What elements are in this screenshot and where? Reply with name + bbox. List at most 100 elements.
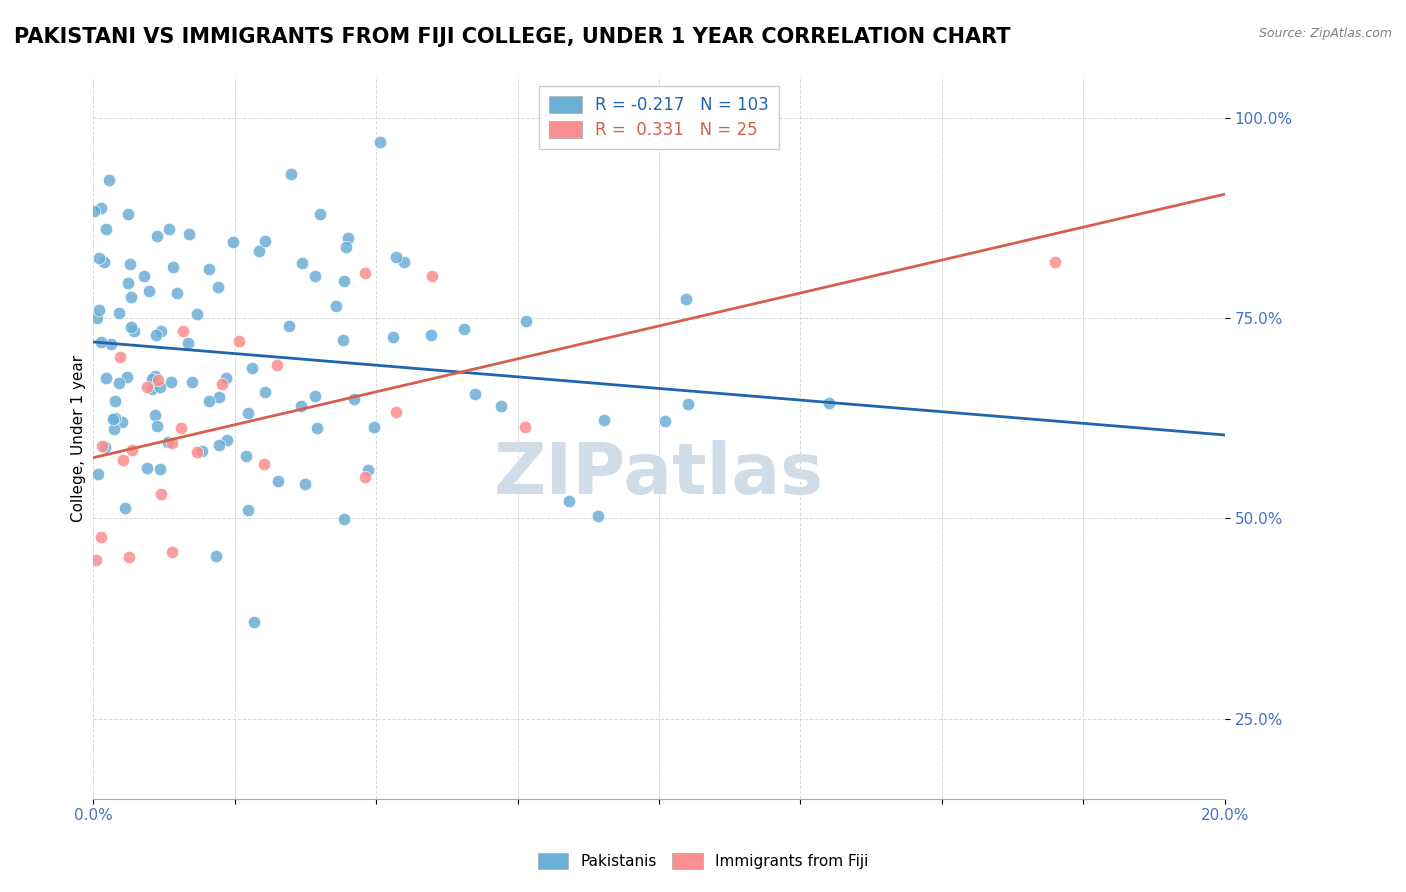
Point xyxy=(419,328,441,343)
Point xyxy=(235,450,257,464)
Point xyxy=(104,410,127,425)
Point xyxy=(93,440,115,454)
Point xyxy=(353,266,375,280)
Point xyxy=(143,408,166,422)
Point xyxy=(304,389,326,403)
Point xyxy=(190,443,212,458)
Point xyxy=(141,382,163,396)
Legend: Pakistanis, Immigrants from Fiji: Pakistanis, Immigrants from Fiji xyxy=(531,847,875,875)
Point xyxy=(228,334,250,348)
Point xyxy=(160,435,183,450)
Point xyxy=(266,475,288,489)
Point xyxy=(117,370,139,384)
Point xyxy=(117,276,139,290)
Point xyxy=(117,207,139,221)
Point xyxy=(654,414,676,428)
Point xyxy=(198,393,221,408)
Point xyxy=(368,136,391,150)
Point xyxy=(83,203,105,218)
Point xyxy=(186,308,208,322)
Point xyxy=(240,361,263,376)
Point xyxy=(381,330,404,344)
Point xyxy=(453,322,475,336)
Point xyxy=(117,549,139,564)
Point xyxy=(385,250,408,264)
Point xyxy=(515,313,537,327)
Point xyxy=(266,359,288,373)
Point xyxy=(111,453,134,467)
Point xyxy=(1043,254,1066,268)
Point xyxy=(290,399,312,413)
Point xyxy=(86,467,108,482)
Point xyxy=(305,421,328,435)
Point xyxy=(149,462,172,476)
Point xyxy=(87,252,110,266)
Point xyxy=(254,235,277,249)
Point xyxy=(422,268,444,283)
Point xyxy=(84,552,107,566)
Point xyxy=(215,371,238,385)
Point xyxy=(236,407,259,421)
Point xyxy=(145,419,167,434)
Point xyxy=(253,384,276,399)
Point xyxy=(336,231,359,245)
Point xyxy=(586,509,609,524)
Point xyxy=(357,463,380,477)
Point xyxy=(385,405,408,419)
Point xyxy=(204,549,226,563)
Point xyxy=(136,380,159,394)
Legend: R = -0.217   N = 103, R =  0.331   N = 25: R = -0.217 N = 103, R = 0.331 N = 25 xyxy=(538,86,779,149)
Point xyxy=(253,457,276,471)
Point xyxy=(513,420,536,434)
Text: Source: ZipAtlas.com: Source: ZipAtlas.com xyxy=(1258,27,1392,40)
Point xyxy=(243,615,266,630)
Point xyxy=(122,324,145,338)
Point xyxy=(93,255,115,269)
Point xyxy=(675,292,697,306)
Point xyxy=(308,207,330,221)
Point xyxy=(97,173,120,187)
Point xyxy=(208,438,231,452)
Y-axis label: College, Under 1 year: College, Under 1 year xyxy=(72,354,86,522)
Point xyxy=(180,375,202,389)
Point xyxy=(100,337,122,351)
Point xyxy=(162,260,184,275)
Point xyxy=(135,461,157,475)
Point xyxy=(149,380,172,394)
Point xyxy=(291,256,314,270)
Point xyxy=(121,443,143,458)
Point xyxy=(394,254,416,268)
Point xyxy=(89,303,111,318)
Point xyxy=(104,393,127,408)
Text: PAKISTANI VS IMMIGRANTS FROM FIJI COLLEGE, UNDER 1 YEAR CORRELATION CHART: PAKISTANI VS IMMIGRANTS FROM FIJI COLLEG… xyxy=(14,27,1011,46)
Point xyxy=(333,274,356,288)
Point xyxy=(145,328,167,343)
Point xyxy=(107,306,129,320)
Point xyxy=(110,350,132,364)
Point xyxy=(101,412,124,426)
Point xyxy=(304,268,326,283)
Point xyxy=(558,493,581,508)
Point xyxy=(186,445,208,459)
Point xyxy=(818,396,841,410)
Point xyxy=(489,399,512,413)
Point xyxy=(90,201,112,215)
Point xyxy=(294,476,316,491)
Point xyxy=(90,439,112,453)
Point xyxy=(108,376,131,391)
Point xyxy=(211,376,233,391)
Point xyxy=(166,285,188,300)
Point xyxy=(141,372,163,386)
Point xyxy=(343,392,366,406)
Point xyxy=(332,512,354,526)
Point xyxy=(197,262,219,277)
Point xyxy=(170,421,193,435)
Point xyxy=(354,470,377,484)
Point xyxy=(90,530,112,544)
Point xyxy=(159,375,181,389)
Point xyxy=(236,503,259,517)
Point xyxy=(593,413,616,427)
Text: ZIPatlas: ZIPatlas xyxy=(494,440,824,508)
Point xyxy=(86,310,108,325)
Point xyxy=(172,324,194,338)
